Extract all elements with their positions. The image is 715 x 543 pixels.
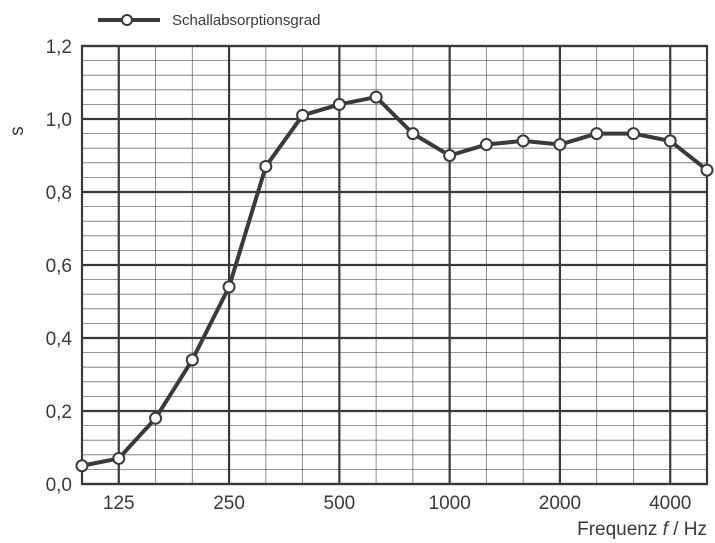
y-tick-label: 1,2 [46, 37, 72, 58]
data-point [369, 90, 383, 104]
x-tick-label: 125 [103, 493, 135, 514]
y-axis-ticks: 0,0 0,2 0,4 0,6 0,8 1,0 1,2 [46, 37, 73, 496]
x-tick-label: 4000 [649, 493, 691, 514]
data-point [516, 134, 530, 148]
y-tick-label: 0,8 [46, 183, 72, 204]
y-tick-label: 0,0 [46, 475, 72, 496]
data-point [332, 97, 346, 111]
data-point [185, 353, 199, 367]
legend-marker-swatch [121, 14, 133, 26]
legend-label: Schallabsorptionsgrad [172, 12, 320, 29]
y-axis-label: s [7, 126, 28, 136]
plot-border [80, 44, 709, 486]
x-tick-label: 250 [213, 493, 245, 514]
data-point [222, 280, 236, 294]
y-tick-label: 0,2 [46, 402, 72, 423]
x-axis-ticks: 125 250 500 1000 2000 4000 [103, 493, 691, 514]
data-point [479, 138, 493, 152]
data-point [553, 138, 567, 152]
data-point [259, 159, 273, 173]
series-layer [75, 90, 714, 473]
x-tick-label: 500 [324, 493, 356, 514]
data-point [406, 127, 420, 141]
data-point [296, 108, 310, 122]
x-tick-label: 1000 [429, 493, 471, 514]
y-tick-label: 0,4 [46, 329, 73, 350]
data-point [700, 163, 714, 177]
data-point [112, 451, 126, 465]
legend: Schallabsorptionsgrad [98, 12, 320, 29]
data-point [626, 127, 640, 141]
y-tick-label: 1,0 [46, 110, 72, 131]
chart-grid [81, 44, 708, 486]
x-axis-label: Frequenz f / Hz [577, 519, 707, 540]
data-point [75, 459, 89, 473]
data-point [443, 149, 457, 162]
y-tick-label: 0,6 [46, 256, 72, 277]
data-point [590, 127, 604, 141]
data-point [663, 134, 677, 148]
data-point [149, 411, 163, 425]
plot-frame [80, 44, 709, 486]
x-tick-label: 2000 [539, 493, 581, 514]
